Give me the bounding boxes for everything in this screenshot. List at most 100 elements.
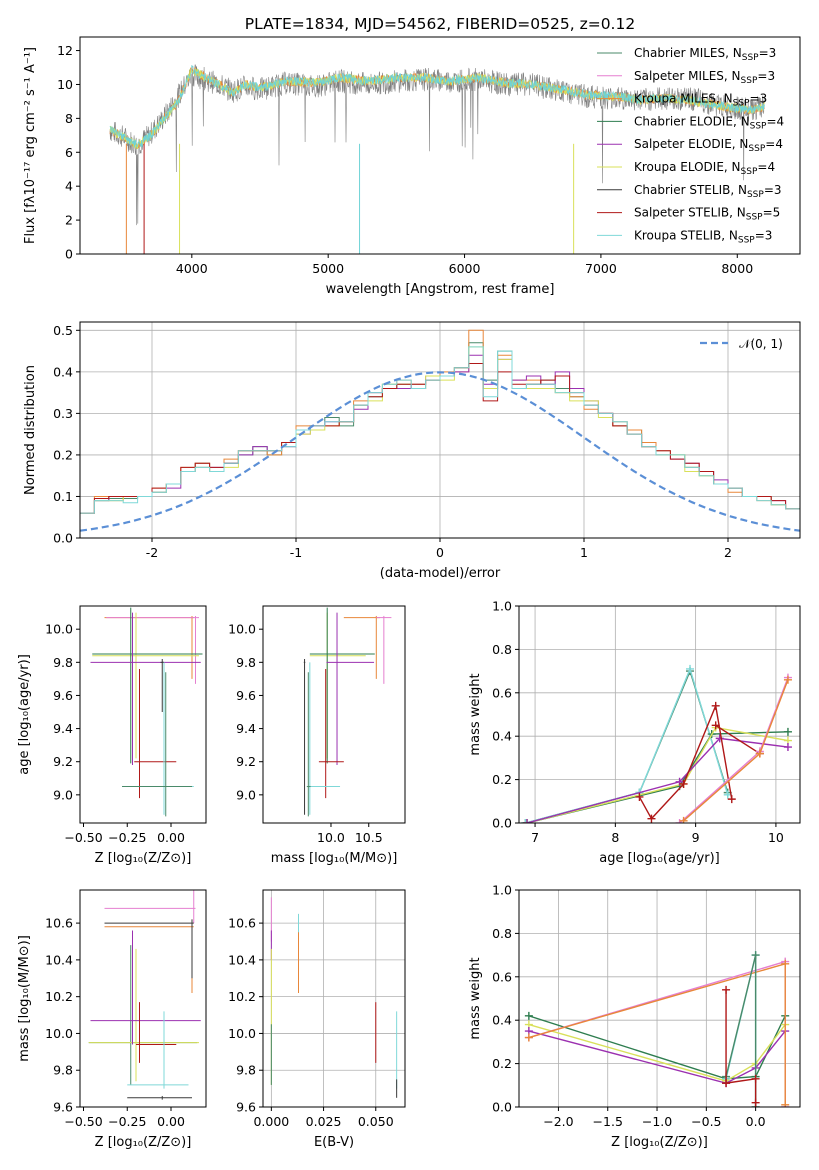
y-tick-label: 9.6 xyxy=(53,1100,73,1115)
y-tick-label: 0.6 xyxy=(492,685,512,700)
plot-area xyxy=(524,951,790,1107)
y-tick-label: 10.4 xyxy=(228,952,256,967)
y-axis-label: mass [log₁₀(M/M⊙)] xyxy=(17,935,32,1062)
x-tick-label: −1.0 xyxy=(642,1114,672,1129)
x-tick-label: 2 xyxy=(724,545,732,560)
y-tick-label: 0.6 xyxy=(492,969,512,984)
legend-label: Chabrier STELIB, NSSP=3 xyxy=(634,183,782,200)
y-tick-label: 9.6 xyxy=(236,1100,256,1115)
x-tick-label: −1.5 xyxy=(593,1114,623,1129)
y-tick-label: 9.8 xyxy=(236,1063,256,1078)
legend-label: Salpeter MILES, NSSP=3 xyxy=(634,69,775,86)
x-tick-label: −0.50 xyxy=(64,830,102,845)
y-tick-label: 6 xyxy=(65,145,73,160)
y-tick-label: 10.0 xyxy=(228,622,256,637)
x-tick-label: 1 xyxy=(580,545,588,560)
weight-marker xyxy=(679,816,688,823)
y-tick-label: 10.2 xyxy=(45,989,73,1004)
y-tick-label: 9.8 xyxy=(53,655,73,670)
y-tick-label: 0.0 xyxy=(492,816,512,831)
y-tick-label: 2 xyxy=(65,213,73,228)
y-tick-label: 0.2 xyxy=(492,772,512,787)
weight-marker xyxy=(711,701,720,710)
chart-panel-3: −0.50 −0.25 0.00 9.0 9.2 9.4 9.6 9.8 10.0 Z [log₁… xyxy=(17,605,207,866)
weight-marker xyxy=(711,721,720,730)
axes-frame xyxy=(262,889,406,1108)
y-tick-label: 0.4 xyxy=(492,1013,512,1028)
x-tick-label: 0 xyxy=(436,545,444,560)
weight-marker xyxy=(722,985,731,994)
legend: 𝒩(0, 1) xyxy=(700,337,783,351)
chart-panel-5: 7 8 9 10 0.0 0.2 0.4 0.6 0.8 1.0 age [log₁₀(age/yr… xyxy=(468,599,801,866)
y-tick-label: 10.0 xyxy=(45,622,73,637)
weight-line xyxy=(725,989,757,1103)
plot-area xyxy=(521,664,792,823)
x-tick-label: −0.25 xyxy=(108,830,146,845)
weight-line xyxy=(526,726,789,823)
legend-label: Kroupa STELIB, NSSP=3 xyxy=(634,228,772,245)
y-tick-label: 9.8 xyxy=(236,655,256,670)
y-tick-label: 10.6 xyxy=(45,916,73,931)
y-tick-label: 0.4 xyxy=(492,729,512,744)
x-tick-label: −0.50 xyxy=(64,1114,102,1129)
x-tick-label: 0.0 xyxy=(746,1114,766,1129)
plot-area xyxy=(109,64,765,254)
legend-label: Salpeter ELODIE, NSSP=4 xyxy=(634,137,783,154)
weight-marker xyxy=(679,779,688,788)
legend-label: Salpeter STELIB, NSSP=5 xyxy=(634,206,780,223)
spectrum-trace xyxy=(109,65,765,149)
x-axis-label: age [log₁₀(age/yr)] xyxy=(599,851,720,866)
y-tick-label: 0.2 xyxy=(492,1056,512,1071)
weight-marker xyxy=(524,1011,533,1020)
x-tick-label: -1 xyxy=(290,545,302,560)
weight-marker xyxy=(781,959,790,968)
x-tick-label: 0.00 xyxy=(157,1114,185,1129)
x-tick-label: 0.000 xyxy=(253,1114,289,1129)
x-tick-label: 7000 xyxy=(585,261,617,276)
plot-area xyxy=(80,329,800,532)
weight-marker xyxy=(727,795,736,804)
weight-marker xyxy=(783,743,792,752)
weight-marker xyxy=(675,819,684,823)
y-tick-label: 9.8 xyxy=(53,1063,73,1078)
x-tick-label: −0.5 xyxy=(691,1114,721,1129)
weight-marker xyxy=(635,792,644,801)
weight-marker xyxy=(751,1074,760,1083)
weight-line xyxy=(528,1023,786,1082)
chart-panel-7: 0.000 0.025 0.050 9.6 9.8 10.0 10.2 10.4 10.6 E(B… xyxy=(228,889,406,1150)
x-tick-label: -2 xyxy=(146,545,158,560)
y-axis-label: mass weight xyxy=(468,957,483,1039)
plot-area xyxy=(90,607,203,817)
x-axis-label: E(B-V) xyxy=(314,1135,354,1150)
plot-area xyxy=(270,897,398,1098)
y-tick-label: 10.4 xyxy=(45,952,73,967)
x-axis-label: (data-model)/error xyxy=(380,566,501,581)
legend-label: Kroupa ELODIE, NSSP=4 xyxy=(634,160,775,177)
x-tick-label: 10.0 xyxy=(317,830,345,845)
weight-marker xyxy=(751,1098,760,1107)
weight-line xyxy=(715,724,761,755)
weight-marker xyxy=(781,1100,790,1107)
legend-label: Chabrier ELODIE, NSSP=4 xyxy=(634,114,784,131)
x-tick-label: 4000 xyxy=(176,261,208,276)
weight-marker xyxy=(751,951,760,960)
y-tick-label: 0.8 xyxy=(492,642,512,657)
axes-frame xyxy=(518,889,801,1108)
x-tick-label: 0.050 xyxy=(358,1114,394,1129)
weight-line xyxy=(526,737,789,823)
y-tick-label: 10.2 xyxy=(228,989,256,1004)
chart-panel-8: −2.0 −1.5 −1.0 −0.5 0.0 0.0 0.2 0.4 0.6 0.8 1.0 Z [… xyxy=(468,883,801,1150)
y-tick-label: 1.0 xyxy=(492,599,512,614)
y-tick-label: 10 xyxy=(57,77,73,92)
y-tick-label: 9.4 xyxy=(236,721,256,736)
y-tick-label: 0.0 xyxy=(53,531,73,546)
x-tick-label: 10 xyxy=(768,830,784,845)
weight-marker xyxy=(783,675,792,684)
axes-frame xyxy=(518,605,801,824)
weight-marker xyxy=(675,777,684,786)
histogram-step xyxy=(80,346,800,518)
chart-panel-4: 10.0 10.5 9.0 9.2 9.4 9.6 9.8 10.0 mass [log₁₀(M… xyxy=(228,605,406,866)
y-axis-label: age [log₁₀(age/yr)] xyxy=(17,654,32,775)
y-tick-label: 0.1 xyxy=(53,489,73,504)
y-tick-label: 0.0 xyxy=(492,1100,512,1115)
